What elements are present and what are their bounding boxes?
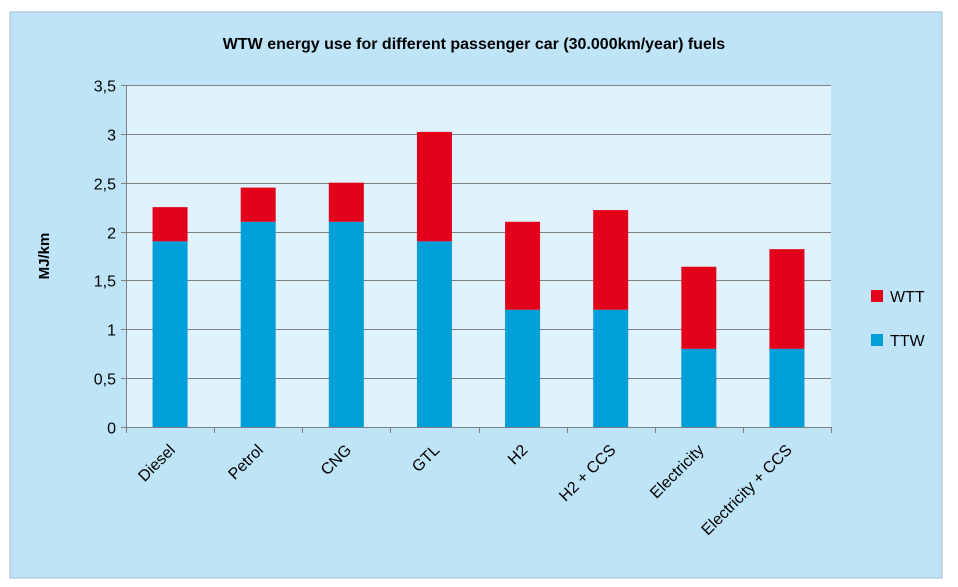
legend-swatch-ttw <box>871 334 883 346</box>
bar-wtt-diesel <box>152 207 188 242</box>
bar-ttw-electricity-ccs <box>769 348 805 427</box>
bar-ttw-diesel <box>152 241 188 427</box>
bar-wtt-gtl <box>416 131 452 242</box>
bars <box>152 131 805 427</box>
bar-ttw-cng <box>328 221 364 427</box>
legend-swatch-wtt <box>871 290 883 302</box>
plot-area-background <box>126 85 831 427</box>
axes <box>121 85 832 433</box>
bar-wtt-h2 <box>505 221 541 310</box>
y-axis-title: MJ/km <box>36 233 53 280</box>
bar-wtt-petrol <box>240 187 276 222</box>
legend-label-wtt: WTT <box>890 289 925 306</box>
legend-label-ttw: TTW <box>890 333 926 350</box>
bar-ttw-h2 <box>505 309 541 427</box>
legend: WTT TTW <box>871 289 926 350</box>
y-axis-tick-labels: 0 0,5 1 1,5 2 2,5 3 3,5 <box>94 79 116 438</box>
y-tick-label: 1,5 <box>94 274 116 291</box>
y-tick-label: 3 <box>107 128 116 145</box>
bar-wtt-cng <box>328 182 364 222</box>
bar-ttw-electricity <box>681 348 717 427</box>
y-tick-label: 2 <box>107 226 116 243</box>
bar-ttw-gtl <box>416 241 452 427</box>
y-tick-label: 0,5 <box>94 372 116 389</box>
y-tick-label: 3,5 <box>94 79 116 96</box>
bar-ttw-petrol <box>240 221 276 427</box>
bar-ttw-h2-ccs <box>593 309 629 427</box>
bar-wtt-electricity <box>681 266 717 349</box>
chart-title: WTW energy use for different passenger c… <box>223 36 726 53</box>
y-tick-label: 2,5 <box>94 177 116 194</box>
bar-wtt-h2-ccs <box>593 210 629 310</box>
bar-wtt-electricity-ccs <box>769 249 805 349</box>
y-tick-label: 0 <box>107 421 116 438</box>
y-tick-label: 1 <box>107 323 116 340</box>
